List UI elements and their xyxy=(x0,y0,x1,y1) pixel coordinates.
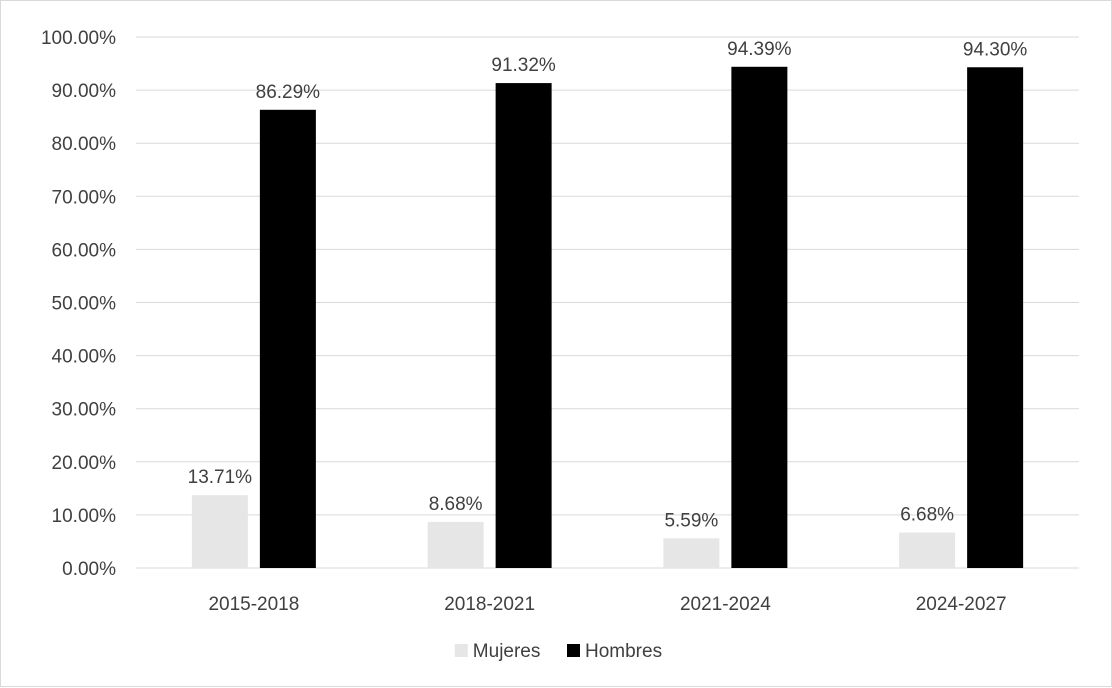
y-tick-label: 30.00% xyxy=(52,400,117,421)
bar-hombres-2021-2024 xyxy=(731,66,788,569)
y-tick-label: 90.00% xyxy=(52,81,117,102)
bar-hombres-2024-2027 xyxy=(967,67,1024,568)
data-label-hombres: 94.30% xyxy=(963,39,1028,60)
y-axis-tick-labels: 0.00% 10.00% 20.00% 30.00% 40.00% 50.00% 60.00… xyxy=(41,28,116,580)
y-tick-label: 40.00% xyxy=(52,347,117,368)
x-tick-label: 2015-2018 xyxy=(208,594,299,615)
y-tick-label: 80.00% xyxy=(52,134,117,155)
data-label-hombres: 94.39% xyxy=(727,39,792,60)
y-tick-label: 50.00% xyxy=(52,294,117,315)
y-tick-label: 70.00% xyxy=(52,187,117,208)
bar-hombres-2015-2018 xyxy=(259,109,316,568)
bars xyxy=(191,66,1024,569)
data-label-mujeres: 8.68% xyxy=(429,494,483,515)
bar-mujeres-2015-2018 xyxy=(191,495,248,568)
data-labels: 13.71% 86.29% 8.68% 91.32% 5.59% 94.39% 6.68% 9… xyxy=(188,39,1028,532)
legend-label-mujeres: Mujeres xyxy=(473,641,541,662)
legend-label-hombres: Hombres xyxy=(585,641,662,662)
x-tick-label: 2021-2024 xyxy=(680,594,771,615)
data-label-mujeres: 13.71% xyxy=(188,467,253,488)
data-label-mujeres: 6.68% xyxy=(900,505,954,526)
y-tick-label: 10.00% xyxy=(52,506,117,527)
legend: Mujeres Hombres xyxy=(454,641,662,662)
legend-swatch-hombres xyxy=(567,644,580,657)
bar-mujeres-2018-2021 xyxy=(427,521,484,568)
data-label-mujeres: 5.59% xyxy=(664,510,718,531)
bar-mujeres-2021-2024 xyxy=(663,538,720,568)
y-tick-label: 0.00% xyxy=(62,559,116,580)
y-tick-label: 60.00% xyxy=(52,240,117,261)
data-label-hombres: 86.29% xyxy=(256,82,321,103)
legend-swatch-mujeres xyxy=(454,644,468,657)
y-tick-label: 100.00% xyxy=(41,28,116,49)
x-axis-tick-labels: 2015-2018 2018-2021 2021-2024 2024-2027 xyxy=(208,594,1006,615)
bar-mujeres-2024-2027 xyxy=(899,532,956,568)
bar-hombres-2018-2021 xyxy=(495,83,552,569)
data-label-hombres: 91.32% xyxy=(491,55,556,76)
x-tick-label: 2024-2027 xyxy=(916,594,1007,615)
y-tick-label: 20.00% xyxy=(52,453,117,474)
x-tick-label: 2018-2021 xyxy=(444,594,535,615)
